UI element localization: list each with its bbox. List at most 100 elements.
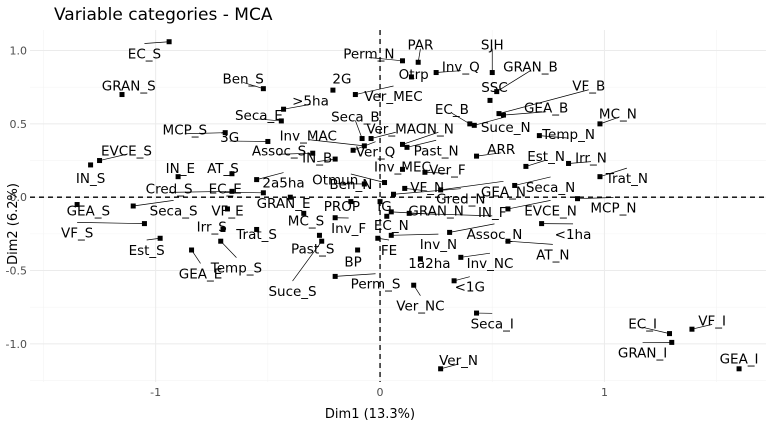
- point-label: <1G: [455, 280, 485, 296]
- leader-line: [370, 131, 396, 139]
- point-label: Ver_N: [439, 353, 478, 369]
- data-point: [229, 171, 235, 177]
- data-point: [265, 138, 271, 144]
- data-point: [433, 70, 439, 76]
- point-label: GRAN_S: [102, 79, 156, 95]
- data-point: [404, 144, 410, 150]
- data-point: [74, 202, 80, 208]
- point-label: VF_N: [410, 180, 444, 196]
- y-tick-label: -1.0: [6, 338, 27, 351]
- point-label: MCP_N: [590, 200, 636, 216]
- leader-lines: [77, 41, 713, 370]
- leader-line: [507, 240, 553, 245]
- leader-line: [243, 82, 264, 90]
- data-point: [218, 238, 224, 244]
- data-point: [597, 121, 603, 127]
- point-label: GRAN_E: [257, 196, 311, 212]
- point-label: Ver_F: [429, 162, 466, 178]
- data-point: [575, 196, 581, 202]
- data-point: [222, 130, 228, 136]
- data-point: [254, 177, 260, 183]
- point-label: Suce_S: [268, 284, 316, 300]
- data-point: [505, 206, 511, 212]
- data-point: [391, 191, 397, 197]
- data-point: [447, 229, 453, 235]
- data-point: [388, 232, 394, 238]
- data-point: [287, 194, 293, 200]
- leader-line: [440, 363, 459, 370]
- x-tick-label: 0: [377, 386, 384, 399]
- point-label: Temp_N: [541, 127, 595, 143]
- y-tick-label: 0.0: [10, 191, 28, 204]
- leader-line: [317, 158, 336, 162]
- point-label: Est_S: [129, 243, 165, 259]
- data-point: [301, 210, 307, 216]
- data-point: [458, 254, 464, 260]
- data-point: [539, 221, 545, 227]
- leader-line: [424, 171, 448, 174]
- leader-line: [451, 112, 470, 125]
- point-label: EC_B: [435, 102, 469, 118]
- data-point: [523, 163, 529, 169]
- point-label: IN_S: [76, 171, 105, 187]
- point-label: Cred_S: [146, 181, 193, 197]
- data-point: [689, 326, 695, 332]
- leader-line: [514, 176, 551, 186]
- data-point: [489, 70, 495, 76]
- tick-labels: -1 0 1 -1.0 -0.5 0.0 0.5 1.0: [6, 45, 608, 399]
- point-label: 2G: [332, 71, 351, 87]
- data-point: [408, 74, 414, 80]
- data-point: [417, 256, 423, 262]
- point-label: EC_N: [374, 218, 409, 234]
- point-label: Perm_N: [343, 46, 394, 62]
- leader-line: [368, 57, 403, 62]
- leader-line: [144, 41, 170, 44]
- points: [74, 39, 742, 372]
- leader-line: [599, 117, 619, 125]
- data-point: [406, 210, 412, 216]
- point-label: 1a2ha: [408, 256, 450, 272]
- leader-line: [454, 276, 470, 282]
- point-label: Trat_S: [235, 227, 277, 243]
- leader-line: [258, 118, 282, 122]
- data-point: [669, 339, 675, 345]
- x-axis-label: Dim1 (13.3%): [325, 407, 415, 422]
- leader-line: [498, 89, 589, 114]
- data-point: [189, 247, 195, 253]
- data-point: [377, 199, 383, 205]
- y-tick-label: -0.5: [6, 265, 27, 278]
- data-point: [496, 111, 502, 117]
- data-point: [352, 92, 358, 98]
- point-label: Assoc_N: [467, 227, 523, 243]
- data-point: [359, 136, 365, 142]
- point-label: EC_S: [128, 46, 161, 62]
- point-label: SSC: [481, 80, 508, 96]
- leader-line: [256, 172, 284, 180]
- point-label: EVCE_S: [101, 143, 152, 159]
- point-label: VF_E: [211, 203, 243, 219]
- data-point: [399, 166, 405, 172]
- data-point: [224, 206, 230, 212]
- data-point: [402, 185, 408, 191]
- leader-line: [474, 116, 506, 126]
- point-label: GEA_E: [179, 266, 223, 282]
- point-label: VF_B: [572, 79, 605, 95]
- point-label: Inv_MAC: [280, 129, 337, 145]
- point-label: GEA_I: [720, 352, 759, 368]
- leader-line: [476, 152, 502, 157]
- data-point: [368, 136, 374, 142]
- data-point: [474, 153, 480, 159]
- data-point: [438, 187, 444, 193]
- point-label: IG: [377, 199, 391, 215]
- data-point: [260, 190, 266, 196]
- data-point: [667, 331, 673, 337]
- point-label: BP: [344, 255, 361, 271]
- leader-line: [577, 197, 614, 200]
- point-label: Ver_MAC: [366, 121, 425, 137]
- point-label: IN_F: [478, 205, 507, 221]
- point-label: Inv_NC: [467, 256, 514, 272]
- leader-line: [355, 85, 394, 95]
- data-point: [505, 238, 511, 244]
- leader-line: [539, 135, 569, 139]
